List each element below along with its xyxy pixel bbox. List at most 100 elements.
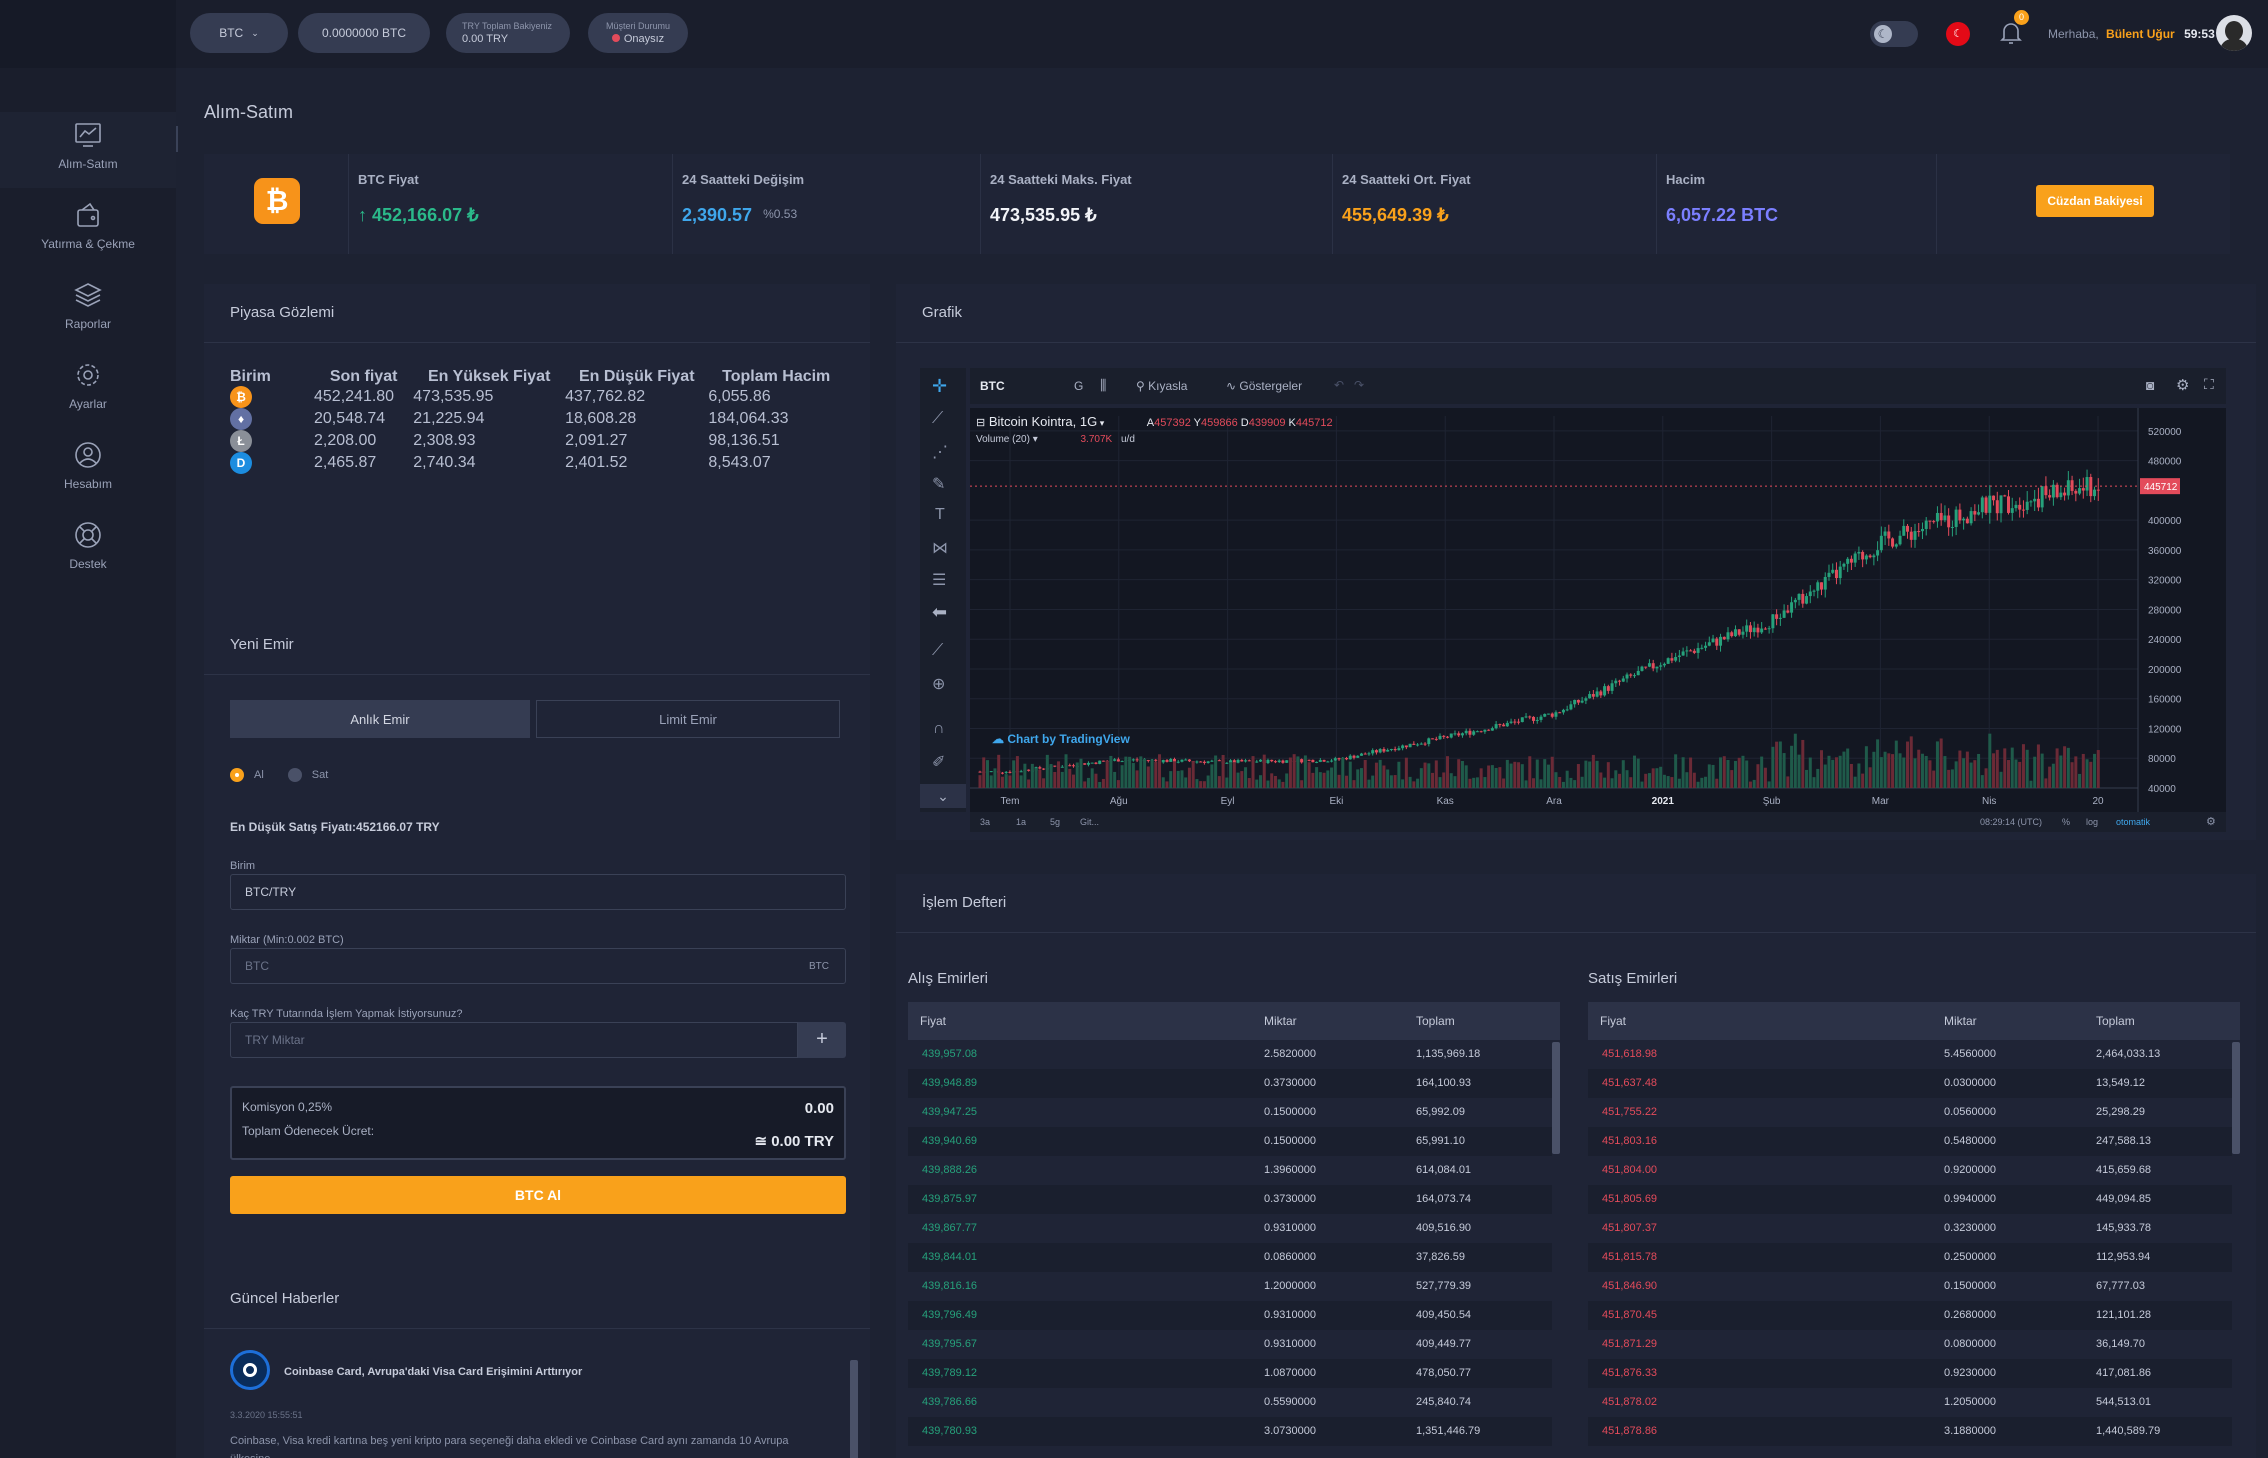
table-row[interactable]: Ł 2,208.00 2,308.93 2,091.27 98,136.51: [224, 430, 850, 452]
order-row[interactable]: 451,876.33 0.9230000 417,081.86: [1588, 1359, 2232, 1388]
order-row[interactable]: 451,637.48 0.0300000 13,549.12: [1588, 1069, 2232, 1098]
range-3m[interactable]: 3a: [980, 817, 991, 827]
table-row[interactable]: ₿ 452,241.80 473,535.95 437,762.82 6,055.86: [224, 386, 850, 408]
redo-icon[interactable]: ↷: [1354, 378, 1365, 392]
range-5d[interactable]: 5g: [1050, 817, 1061, 827]
order-row[interactable]: 439,948.89 0.3730000 164,100.93: [908, 1069, 1552, 1098]
wallet-balance-button[interactable]: Cüzdan Bakiyesi: [2036, 185, 2154, 217]
ruler-icon[interactable]: ⟋: [932, 642, 944, 659]
camera-icon[interactable]: ◙: [2146, 377, 2155, 393]
sidebar-item-support[interactable]: Destek: [0, 512, 176, 588]
avatar[interactable]: [2216, 15, 2252, 51]
order-row[interactable]: 439,875.97 0.3730000 164,073.74: [908, 1185, 1552, 1214]
theme-toggle[interactable]: ☾: [1870, 21, 1918, 47]
text-tool-icon[interactable]: T: [935, 506, 945, 523]
sidebar-item-account[interactable]: Hesabım: [0, 432, 176, 508]
range-goto[interactable]: Git...: [1080, 817, 1100, 827]
auto-scale-toggle[interactable]: otomatik: [2116, 817, 2151, 827]
try-amount-input[interactable]: TRY Miktar: [230, 1022, 798, 1058]
sidebar-item-trade[interactable]: Alım-Satım: [0, 112, 176, 188]
lock-draw-icon[interactable]: ✐: [932, 754, 946, 771]
brush-icon[interactable]: ✎: [932, 476, 946, 493]
gear-icon: [77, 364, 99, 386]
candle-type-icon[interactable]: ⫼: [1100, 377, 1107, 393]
chart-canvas[interactable]: 40000 80000 120000 160000 200000 240000 280000…: [970, 408, 2226, 812]
fib-icon[interactable]: ⋰: [932, 444, 948, 461]
compare-button[interactable]: ⚲ Kıyasla: [1136, 379, 1187, 393]
order-row[interactable]: 451,804.00 0.9200000 415,659.68: [1588, 1156, 2232, 1185]
legend-collapse-icon[interactable]: ⊟: [976, 417, 986, 429]
currency-select[interactable]: BTC ⌄: [190, 13, 288, 53]
axis-settings-icon[interactable]: ⚙: [2206, 816, 2216, 828]
volume-bar: [1273, 775, 1277, 788]
symbol-input[interactable]: BTC: [980, 379, 1005, 393]
order-price: 439,789.12: [922, 1367, 978, 1379]
chart-settings-icon[interactable]: ⚙: [2176, 377, 2190, 394]
submit-order-button[interactable]: BTC Al: [230, 1176, 846, 1214]
volume-bar: [1027, 779, 1031, 788]
order-row[interactable]: 451,803.16 0.5480000 247,588.13: [1588, 1127, 2232, 1156]
buy-orders-scrollbar[interactable]: [1552, 1042, 1560, 1154]
radio-sell[interactable]: [287, 768, 302, 782]
tab-limit-order[interactable]: Limit Emir: [536, 700, 840, 738]
log-scale-toggle[interactable]: log: [2086, 817, 2099, 827]
order-row[interactable]: 451,878.02 1.2050000 544,513.01: [1588, 1388, 2232, 1417]
user-name[interactable]: Bülent Uğur: [2106, 27, 2175, 41]
unit-field[interactable]: BTC/TRY: [230, 874, 846, 910]
amount-input[interactable]: BTC BTC: [230, 948, 846, 984]
order-row[interactable]: 451,815.78 0.2500000 112,953.94: [1588, 1243, 2232, 1272]
price-chart[interactable]: 40000 80000 120000 160000 200000 240000 280000…: [970, 408, 2226, 812]
prediction-icon[interactable]: ☰: [932, 572, 947, 589]
order-row[interactable]: 451,871.29 0.0800000 36,149.70: [1588, 1330, 2232, 1359]
order-row[interactable]: 451,755.22 0.0560000 25,298.29: [1588, 1098, 2232, 1127]
volume-bar: [1401, 779, 1405, 788]
table-row[interactable]: D 2,465.87 2,740.34 2,401.52 8,543.07: [224, 452, 850, 474]
news-scrollbar[interactable]: [850, 1360, 858, 1458]
order-row[interactable]: 451,805.69 0.9940000 449,094.85: [1588, 1185, 2232, 1214]
order-row[interactable]: 439,947.25 0.1500000 65,992.09: [908, 1098, 1552, 1127]
arrow-left-icon[interactable]: ⬅: [932, 602, 948, 622]
legend-dropdown-icon[interactable]: ▾: [1097, 418, 1107, 428]
order-row[interactable]: 439,867.77 0.9310000 409,516.90: [908, 1214, 1552, 1243]
range-1m[interactable]: 1a: [1016, 817, 1027, 827]
sidebar-item-deposit[interactable]: Yatırma & Çekme: [0, 192, 176, 268]
order-row[interactable]: 439,780.93 3.0730000 1,351,446.79: [908, 1417, 1552, 1446]
pattern-icon[interactable]: ⋈: [932, 540, 948, 557]
plus-button[interactable]: +: [798, 1022, 846, 1058]
sidebar-item-reports[interactable]: Raporlar: [0, 272, 176, 348]
order-row[interactable]: 439,940.69 0.1500000 65,991.10: [908, 1127, 1552, 1156]
topbar: BTC ⌄ 0.0000000 BTC TRY Toplam Bakiyeniz…: [176, 0, 2268, 68]
order-row[interactable]: 439,795.67 0.9310000 409,449.77: [908, 1330, 1552, 1359]
indicators-button[interactable]: ∿ Göstergeler: [1226, 379, 1302, 393]
order-row[interactable]: 439,796.49 0.9310000 409,450.54: [908, 1301, 1552, 1330]
order-row[interactable]: 439,957.08 2.5820000 1,135,969.18: [908, 1040, 1552, 1069]
interval-button[interactable]: G: [1074, 379, 1084, 393]
zoom-icon[interactable]: ⊕: [932, 676, 946, 693]
fullscreen-icon[interactable]: ⛶: [2204, 376, 2214, 392]
crosshair-icon[interactable]: ✛: [932, 376, 948, 396]
turkey-flag-icon[interactable]: ☾: [1946, 22, 1970, 46]
order-row[interactable]: 451,870.45 0.2680000 121,101.28: [1588, 1301, 2232, 1330]
volume-bar: [1404, 757, 1408, 788]
order-row[interactable]: 451,846.90 0.1500000 67,777.03: [1588, 1272, 2232, 1301]
order-row[interactable]: 439,844.01 0.0860000 37,826.59: [908, 1243, 1552, 1272]
order-row[interactable]: 439,888.26 1.3960000 614,084.01: [908, 1156, 1552, 1185]
order-row[interactable]: 439,786.66 0.5590000 245,840.74: [908, 1388, 1552, 1417]
percent-scale-toggle[interactable]: %: [2062, 817, 2071, 827]
order-row[interactable]: 451,807.37 0.3230000 145,933.78: [1588, 1214, 2232, 1243]
sidebar-item-settings[interactable]: Ayarlar: [0, 352, 176, 428]
order-row[interactable]: 451,878.86 3.1880000 1,440,589.79: [1588, 1417, 2232, 1446]
magnet-icon[interactable]: ∩: [933, 720, 945, 737]
trend-line-icon[interactable]: ⟋: [932, 410, 944, 427]
news-title[interactable]: Coinbase Card, Avrupa'daki Visa Card Eri…: [284, 1366, 583, 1378]
sell-orders-scrollbar[interactable]: [2232, 1042, 2240, 1154]
scroll-down-icon[interactable]: ⌄: [920, 784, 966, 808]
order-row[interactable]: 439,816.16 1.2000000 527,779.39: [908, 1272, 1552, 1301]
notification-button[interactable]: 0: [1996, 10, 2029, 48]
tab-market-order[interactable]: Anlık Emir: [230, 700, 530, 738]
undo-icon[interactable]: ↶: [1334, 378, 1345, 392]
table-row[interactable]: ♦ 20,548.74 21,225.94 18,608.28 184,064.33: [224, 408, 850, 430]
order-row[interactable]: 451,618.98 5.4560000 2,464,033.13: [1588, 1040, 2232, 1069]
radio-buy[interactable]: [230, 768, 244, 782]
order-row[interactable]: 439,789.12 1.0870000 478,050.77: [908, 1359, 1552, 1388]
